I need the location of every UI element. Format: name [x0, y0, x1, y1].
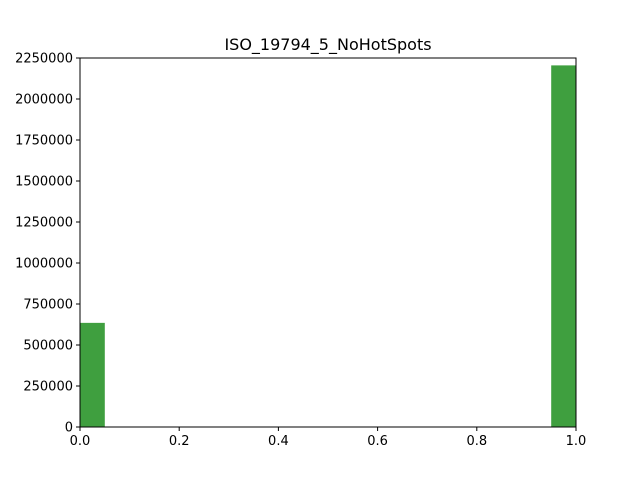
- x-tick-label: 0.6: [367, 434, 388, 449]
- x-tick-label: 0.8: [466, 434, 487, 449]
- y-tick-label: 0: [65, 421, 73, 436]
- y-tick-label: 500000: [23, 339, 73, 354]
- x-tick-label: 1.0: [566, 434, 587, 449]
- x-tick-label: 0.2: [169, 434, 190, 449]
- y-tick-label: 750000: [23, 298, 73, 313]
- x-tick-label: 0.0: [70, 434, 91, 449]
- y-tick-label: 2250000: [15, 52, 73, 67]
- plot-frame: [79, 57, 577, 428]
- x-axis: 0.0 0.2 0.4 0.6 0.8 1.0: [70, 427, 587, 449]
- x-tick-label: 0.4: [268, 434, 289, 449]
- y-tick-label: 1500000: [15, 175, 73, 190]
- y-tick-label: 250000: [23, 380, 73, 395]
- histogram-bar: [80, 322, 105, 427]
- y-axis: 0 250000 500000 750000 1000000 1250000 1500000…: [15, 52, 80, 436]
- y-tick-label: 1000000: [15, 257, 73, 272]
- y-tick-label: 2000000: [15, 93, 73, 108]
- chart-title: ISO_19794_5_NoHotSpots: [224, 35, 431, 55]
- y-tick-label: 1250000: [15, 216, 73, 231]
- y-tick-label: 1750000: [15, 134, 73, 149]
- histogram-bar: [551, 65, 576, 427]
- bars-group: [80, 65, 576, 427]
